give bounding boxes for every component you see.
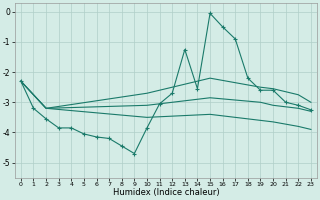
X-axis label: Humidex (Indice chaleur): Humidex (Indice chaleur) [113, 188, 219, 197]
